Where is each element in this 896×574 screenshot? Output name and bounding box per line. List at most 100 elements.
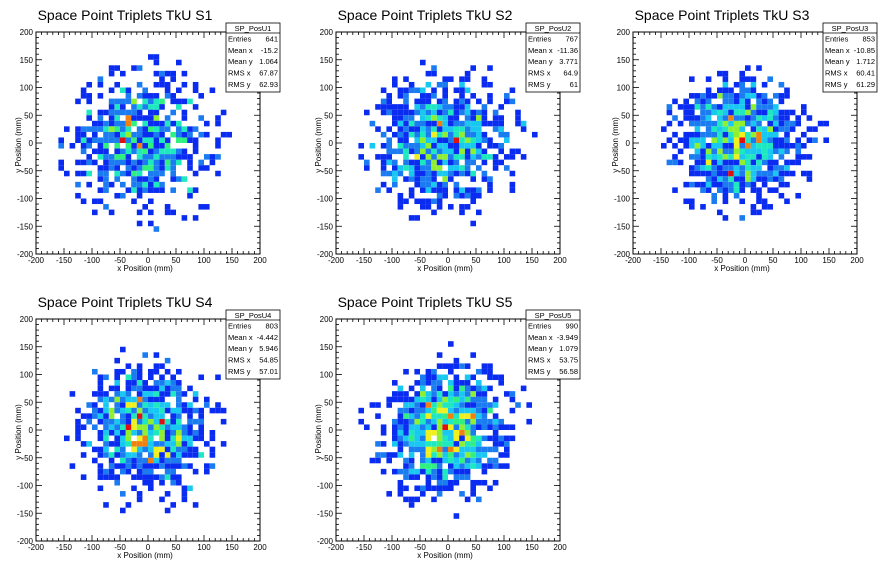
histogram-bin <box>442 126 448 132</box>
histogram-bin <box>153 170 160 177</box>
histogram-bin <box>176 137 182 143</box>
histogram-bin <box>722 165 729 171</box>
histogram-bin <box>509 87 516 94</box>
histogram-bin <box>92 131 98 138</box>
histogram-bin <box>756 187 762 193</box>
histogram-bin <box>403 109 409 116</box>
histogram-bin <box>159 120 165 127</box>
histogram-bin <box>431 452 437 458</box>
histogram-bin <box>711 154 717 160</box>
histogram-bin <box>436 115 443 121</box>
histogram-bin <box>717 120 723 127</box>
histogram-bin <box>392 380 398 386</box>
histogram-bin <box>436 446 443 453</box>
histogram-bin <box>756 131 762 138</box>
histogram-bin <box>148 181 154 188</box>
histogram-bin <box>125 131 132 138</box>
histogram-bin <box>408 402 415 408</box>
histogram-bin <box>464 115 471 121</box>
histogram-bin <box>386 170 392 177</box>
histogram-bin <box>784 137 790 143</box>
histogram-bin <box>170 463 176 469</box>
histogram-bin <box>192 81 199 88</box>
histogram-bin <box>728 170 734 177</box>
histogram-bin <box>125 159 132 166</box>
stats-label: RMS x <box>528 356 551 365</box>
histogram-bin <box>492 374 499 381</box>
histogram-bin <box>801 104 807 110</box>
histogram-bin <box>476 98 482 105</box>
histogram-bin <box>108 70 115 77</box>
histogram-bin <box>153 385 160 392</box>
histogram-bin <box>470 491 476 497</box>
histogram-bin <box>520 126 527 132</box>
histogram-bin <box>164 507 171 514</box>
histogram-bin <box>464 380 471 386</box>
histogram-bin <box>414 126 420 132</box>
histogram-bin <box>442 104 448 110</box>
histogram-bin <box>420 165 426 171</box>
histogram-bin <box>148 441 154 447</box>
histogram-bin <box>722 148 729 155</box>
histogram-bin <box>476 418 482 425</box>
y-tick-label: 100 <box>20 371 34 380</box>
histogram-bin <box>397 104 404 110</box>
histogram-bin <box>453 98 460 105</box>
histogram-bin <box>689 154 695 160</box>
histogram-bin <box>136 209 143 216</box>
histogram-bin <box>464 418 471 425</box>
histogram-bin <box>142 93 148 99</box>
histogram-bin <box>153 396 160 403</box>
histogram-bin <box>125 452 132 458</box>
histogram-bin <box>159 154 165 160</box>
histogram-bin <box>120 170 126 177</box>
histogram-bin <box>464 131 471 138</box>
histogram-bin <box>420 430 426 436</box>
histogram-bin <box>694 93 701 99</box>
histogram-bin <box>420 198 426 205</box>
histogram-bin <box>164 441 171 447</box>
histogram-bin <box>375 104 381 110</box>
histogram-bin <box>108 396 115 403</box>
histogram-bin <box>153 54 160 60</box>
histogram-bin <box>403 159 409 166</box>
histogram-bin <box>153 413 160 419</box>
stats-value: 3.771 <box>559 57 578 66</box>
histogram-bin <box>459 430 465 436</box>
histogram-bin <box>504 98 510 105</box>
histogram-bin <box>136 457 143 464</box>
histogram-bin <box>442 441 448 447</box>
histogram-bin <box>453 446 460 453</box>
histogram-bin <box>164 115 171 121</box>
histogram-bin <box>689 204 695 210</box>
histogram-bin <box>159 165 165 171</box>
histogram-bin <box>148 220 154 227</box>
histogram-bin <box>108 65 115 71</box>
stats-value: 57.01 <box>259 367 278 376</box>
histogram-bin <box>453 402 460 408</box>
histogram-bin <box>92 413 98 419</box>
y-tick-label: 200 <box>617 28 631 37</box>
histogram-bin <box>131 181 137 188</box>
histogram-bin <box>453 115 460 121</box>
stats-label: Mean x <box>528 46 553 55</box>
histogram-bin <box>164 418 171 425</box>
stats-label: RMS x <box>228 69 251 78</box>
histogram-bin <box>739 181 745 188</box>
y-tick-label: 100 <box>617 84 631 93</box>
histogram-bin <box>170 70 176 77</box>
histogram-bin <box>369 120 376 127</box>
histogram-bin <box>481 159 488 166</box>
histogram-bin <box>778 137 785 143</box>
histogram-bin <box>108 424 115 430</box>
histogram-bin <box>739 198 745 205</box>
stats-label: Mean y <box>528 57 553 66</box>
histogram-bin <box>481 115 488 121</box>
histogram-bin <box>125 385 132 392</box>
histogram-bin <box>459 209 465 216</box>
histogram-bin <box>487 424 493 430</box>
histogram-bin <box>509 407 516 414</box>
y-tick-label: 0 <box>29 426 34 435</box>
histogram-bin <box>756 65 762 71</box>
histogram-bin <box>181 215 188 221</box>
